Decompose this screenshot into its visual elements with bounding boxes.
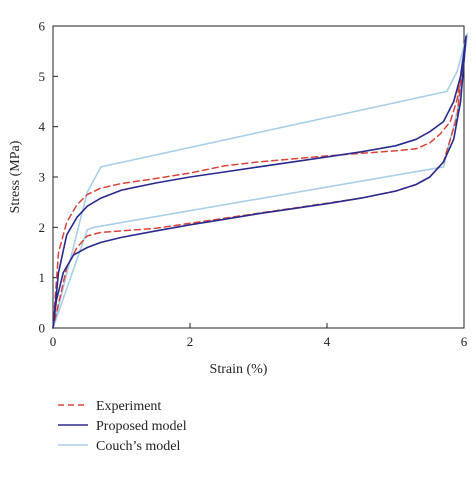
y-tick-label: 2 [39,220,46,235]
legend-label-experiment: Experiment [96,399,161,414]
y-tick-label: 6 [39,19,46,34]
y-tick-label: 0 [39,321,46,336]
x-tick-label: 4 [324,334,331,349]
series-line-proposed-model [52,35,467,329]
y-tick-label: 1 [39,270,46,285]
x-tick-label: 0 [50,334,57,349]
y-tick-label: 3 [39,170,46,185]
legend-label-couch-s-model: Couch’s model [96,439,180,454]
y-tick-label: 4 [39,119,46,134]
legend: Experiment Proposed model Couch’s model [58,399,187,454]
y-axis-title: Stress (MPa) [8,140,23,213]
plot-frame [52,25,465,329]
x-axis-title: Strain (%) [210,362,268,377]
x-tick-label: 2 [187,334,194,349]
x-tick-label: 6 [461,334,468,349]
legend-label-proposed-model: Proposed model [96,419,187,434]
series-line-couch-s-model [52,32,469,329]
y-tick-label: 5 [39,69,46,84]
